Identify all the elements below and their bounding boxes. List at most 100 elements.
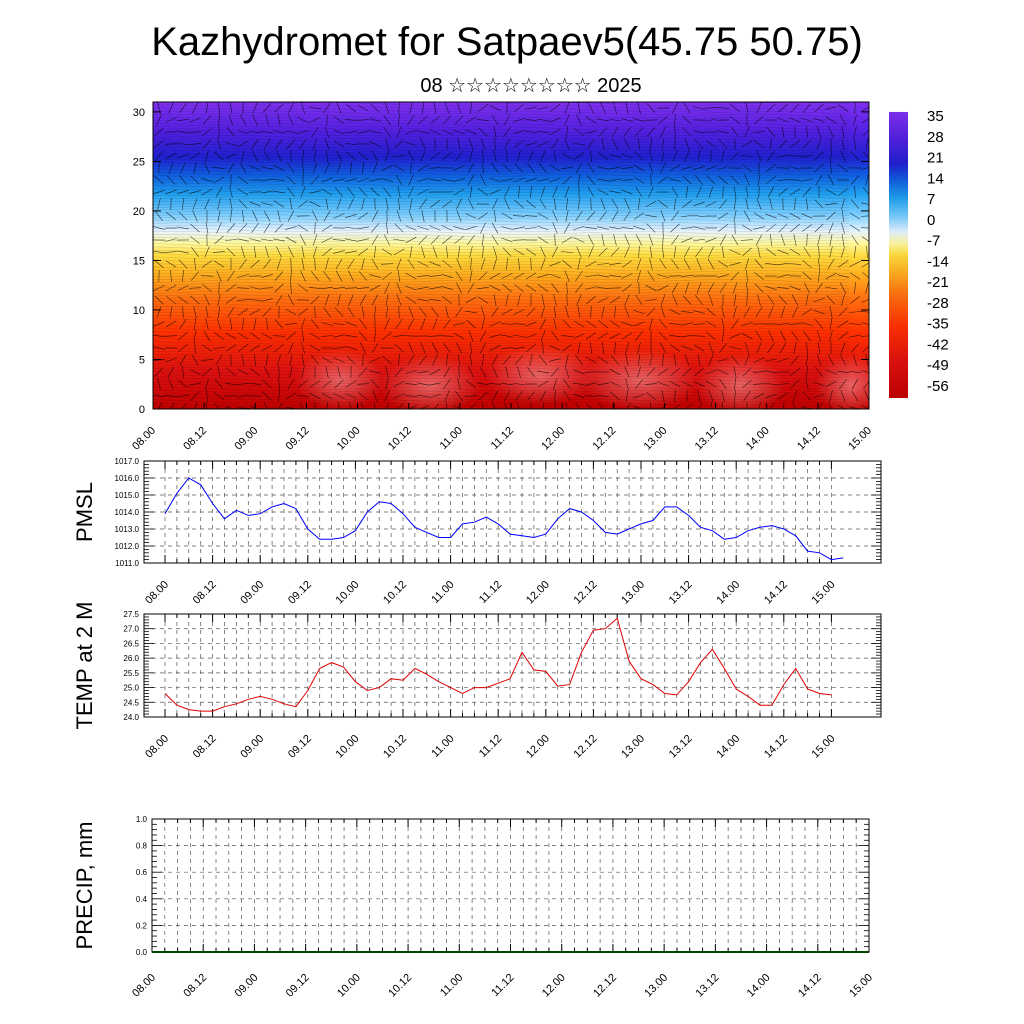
wind-barb [215,186,223,198]
wind-barb [718,224,728,232]
wind-barb [590,149,592,163]
wind-barb [854,281,856,295]
wind-barb [382,272,392,280]
wind-barb [361,198,365,210]
wind-barb [850,175,860,185]
colorbar-bands [889,111,908,399]
wind-barb [177,226,189,230]
wind-barb [827,174,835,186]
x-tick-label: 12.12 [572,733,600,761]
x-tick-label: 13.12 [667,733,695,761]
contour-line [153,333,850,337]
wind-barb [829,318,833,330]
contour-line [153,312,850,316]
wind-barb [491,162,499,174]
wind-barb [493,126,497,138]
wind-barb [635,331,643,341]
wind-barb [854,185,856,199]
wind-barb [584,395,598,397]
wind-barb [716,107,730,109]
wind-barb [577,306,581,318]
wind-barb [465,116,477,124]
wind-barb [693,344,705,352]
x-tick-label: 08.12 [191,579,219,607]
wind-barb [468,198,474,210]
wind-barb [309,201,321,207]
wind-barb [514,355,524,365]
x-tick-label: 13.12 [694,972,722,1000]
wind-barb [309,380,321,388]
wind-barb [514,199,524,209]
x-tick-label: 10.12 [386,972,414,1000]
wind-barb [537,284,549,292]
colorbar-label: 14 [927,170,944,187]
wind-barb [669,178,681,182]
wind-barb [671,186,679,198]
wind-barb [301,258,305,270]
x-tick-label: 12.12 [591,972,619,1000]
wind-barb [721,402,724,409]
wind-barb [359,294,367,306]
contour-line [153,381,850,385]
wind-barb [206,389,208,403]
wind-barb [766,164,776,172]
wind-barb [541,294,545,306]
wind-barb [344,287,358,289]
wind-barb [830,161,832,175]
wind-barb [251,138,259,150]
wind-barb [272,335,286,337]
wind-barb [764,263,778,265]
wind-barb [417,177,429,183]
x-tick-label: 08.00 [130,972,158,1000]
wind-barb [671,282,679,294]
wind-barb [153,250,165,254]
wind-barb [622,284,632,292]
wind-barb [780,306,786,318]
wind-barb [177,190,189,194]
wind-barb [790,368,800,376]
wind-barb [404,383,418,385]
contour-line [153,336,850,340]
wind-barb [813,309,825,315]
wind-barb [601,234,605,246]
wind-barb [669,344,681,352]
wind-barb [733,366,737,378]
wind-barb [682,200,692,208]
wind-barb [417,298,429,302]
wind-barb [370,379,380,389]
wind-barb [740,239,754,241]
wind-barb [469,403,476,409]
wind-barb [753,226,765,230]
wind-barb [566,281,568,295]
wind-barb [708,342,714,354]
wind-barb [224,239,238,241]
wind-barb [300,186,306,198]
wind-barb [563,390,571,402]
wind-barb [237,129,249,135]
wind-barb [646,103,656,113]
wind-barb [731,127,739,137]
wind-barb [513,272,525,280]
wind-barb [537,274,549,278]
x-tick-label: 09.00 [232,425,260,453]
y-axis-title: TEMP at 2 M [72,602,97,730]
wind-barb [177,118,189,122]
wind-barb [540,186,546,198]
wind-barb [444,390,450,402]
wind-barb [611,210,619,222]
wind-barb [323,102,331,114]
wind-barb [866,245,868,259]
wind-barb [638,245,640,259]
wind-barb [829,390,833,402]
wind-barb [518,257,520,271]
wind-barb [854,102,856,115]
contour-line [153,303,850,307]
wind-barb [443,366,451,378]
wind-barb [179,175,187,185]
wind-barb [189,117,201,123]
wind-barb [265,246,269,258]
wind-barb [348,270,354,282]
y-tick-label: 1013.0 [115,525,140,534]
wind-barb [540,150,546,162]
wind-barb [477,212,489,220]
